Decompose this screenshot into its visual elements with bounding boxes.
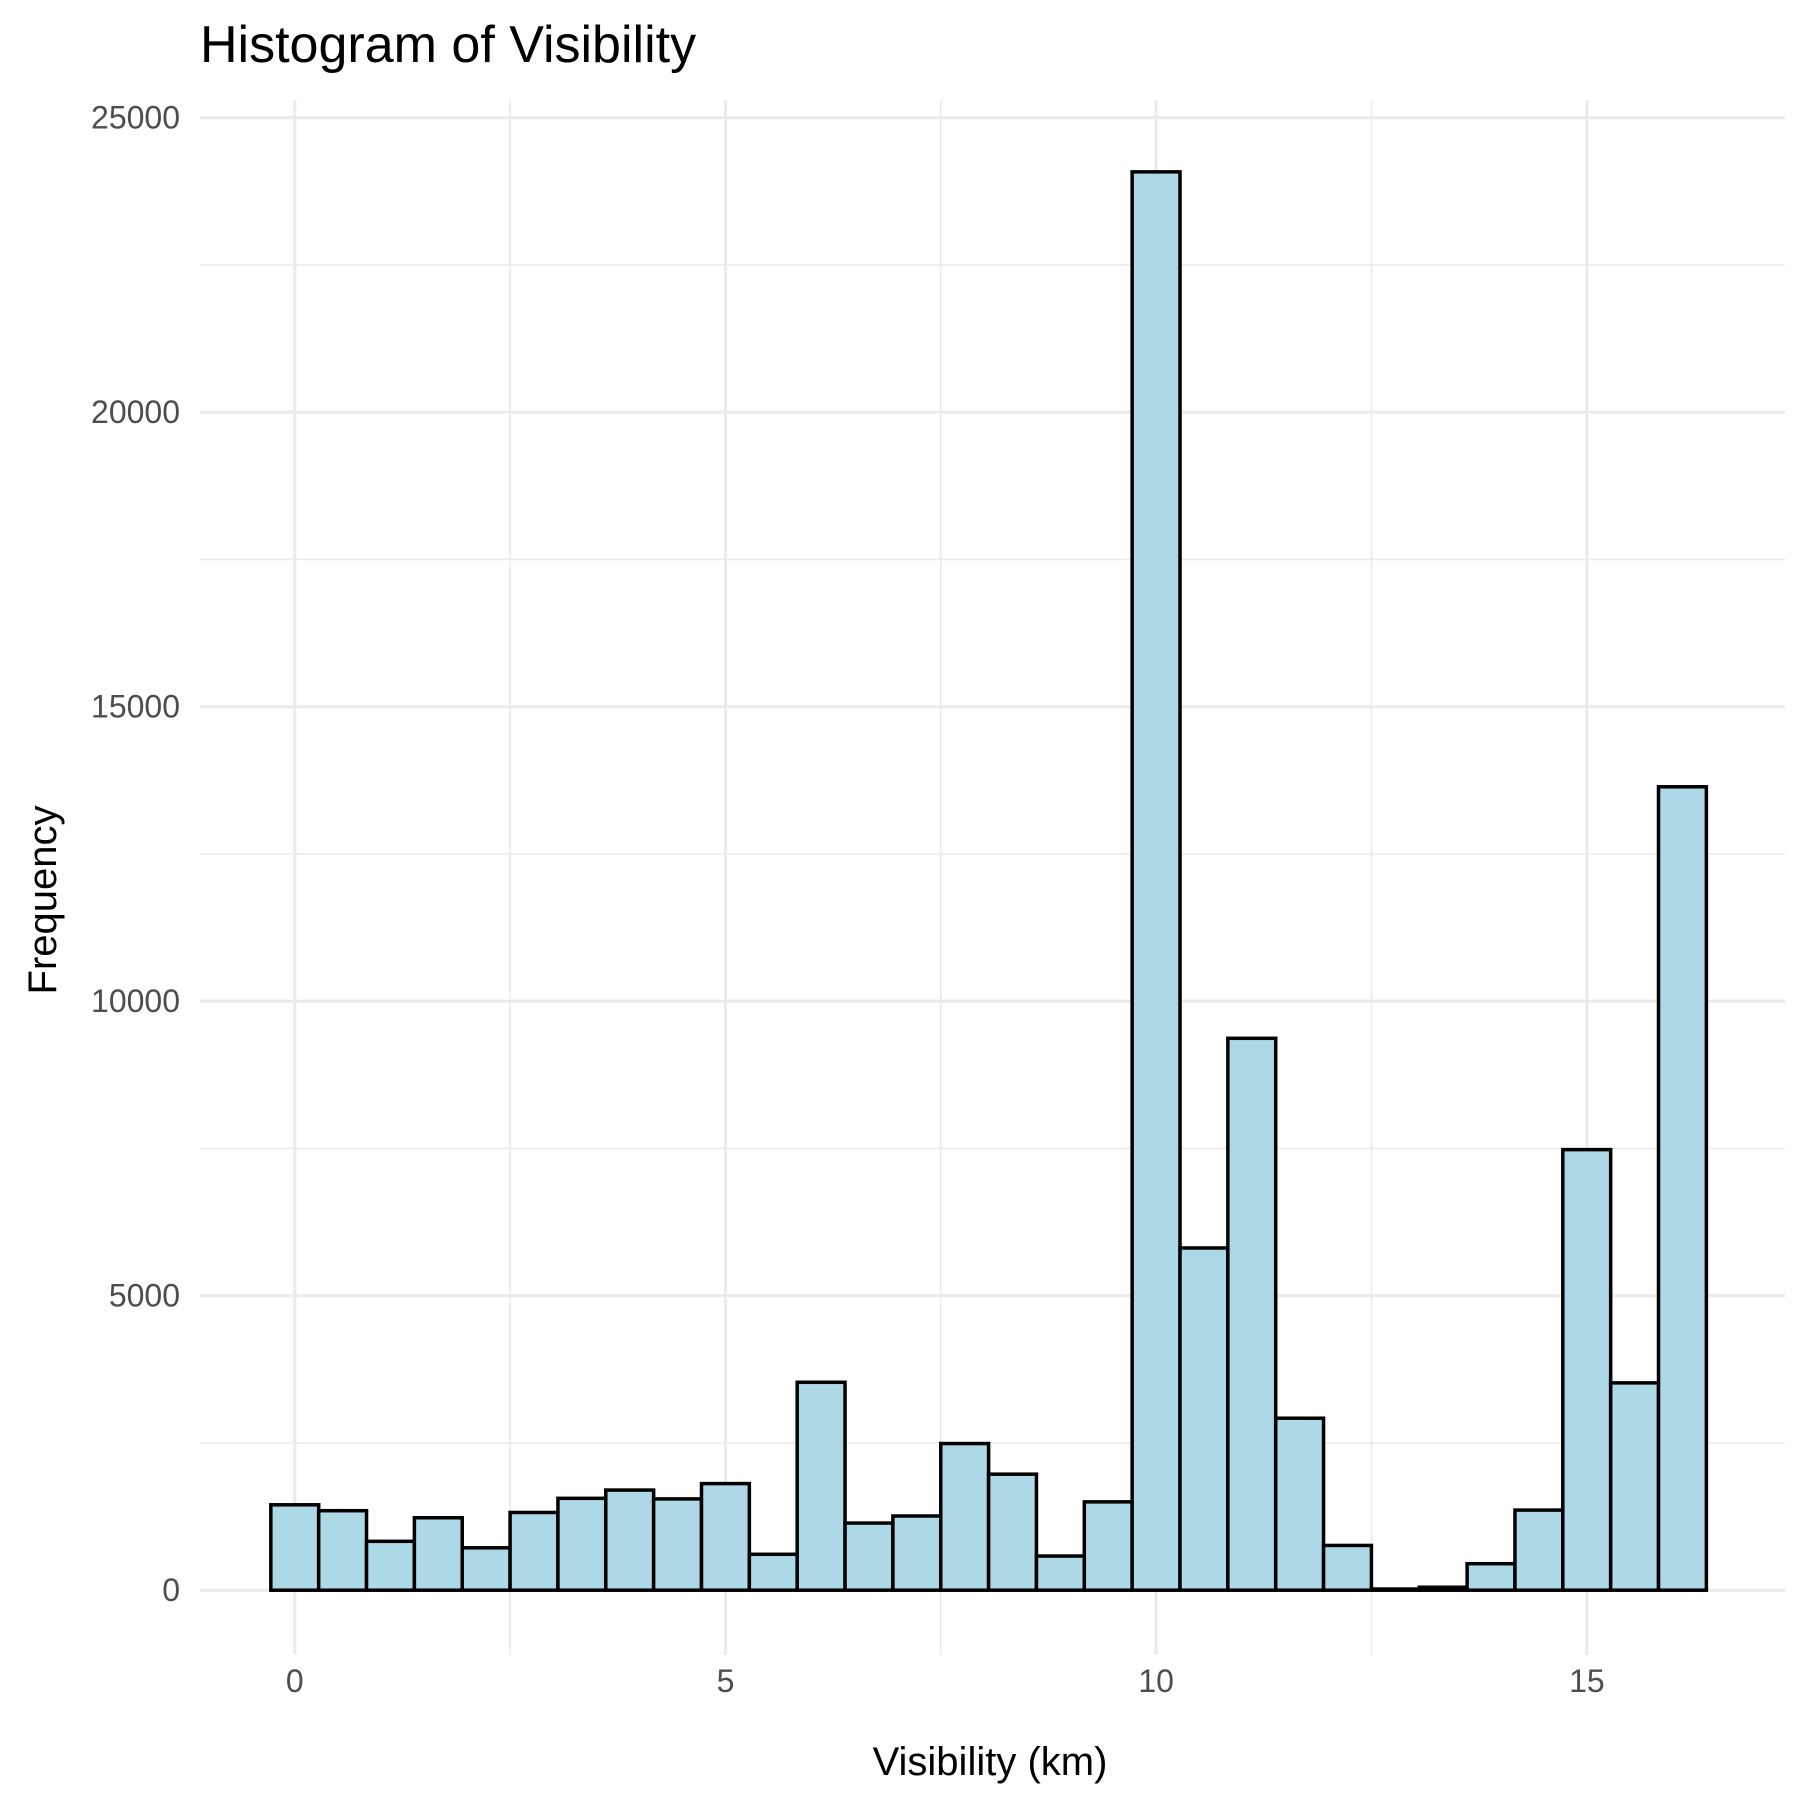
y-tick-label: 25000 xyxy=(91,100,180,136)
histogram-bar xyxy=(556,1496,608,1592)
y-tick-label: 10000 xyxy=(91,983,180,1019)
histogram-bar xyxy=(1034,1554,1087,1592)
histogram-bar xyxy=(1321,1543,1374,1592)
x-axis-title: Visibility (km) xyxy=(873,1740,1108,1784)
histogram-bar xyxy=(1273,1416,1326,1592)
histogram-bar xyxy=(1417,1585,1469,1592)
y-tick-label: 20000 xyxy=(91,394,180,430)
histogram-bar xyxy=(1465,1561,1517,1592)
histogram-bar xyxy=(843,1521,895,1592)
y-axis-ticks: 0 5000 10000 15000 20000 25000 xyxy=(91,100,180,1609)
x-tick-label: 10 xyxy=(1138,1663,1174,1699)
histogram-bar xyxy=(604,1488,656,1592)
histogram-bar xyxy=(412,1516,464,1592)
histogram-bar xyxy=(1656,785,1709,1592)
histogram-bar xyxy=(1369,1587,1422,1592)
histogram-bar xyxy=(699,1481,752,1592)
x-tick-label: 0 xyxy=(286,1663,304,1699)
y-tick-label: 15000 xyxy=(91,689,180,725)
histogram-bar xyxy=(795,1380,847,1592)
histogram-bars xyxy=(269,170,1709,1592)
histogram-bar xyxy=(1082,1500,1134,1592)
histogram-bar xyxy=(269,1503,321,1592)
x-tick-label: 5 xyxy=(717,1663,735,1699)
histogram-bar xyxy=(651,1497,704,1592)
grid-lines xyxy=(200,100,1785,1655)
histogram-bar xyxy=(986,1472,1039,1592)
histogram-bar xyxy=(1561,1147,1613,1592)
y-axis-title: Frequency xyxy=(21,806,65,995)
y-tick-label: 5000 xyxy=(109,1278,180,1314)
y-tick-label: 0 xyxy=(162,1572,180,1608)
chart-title: Histogram of Visibility xyxy=(200,16,696,74)
histogram-bar xyxy=(316,1508,369,1592)
x-axis-ticks: 0 5 10 15 xyxy=(286,1663,1605,1699)
histogram-bar xyxy=(508,1510,560,1592)
histogram-bar xyxy=(939,1441,991,1592)
histogram-bar xyxy=(1178,1246,1230,1592)
histogram-bar xyxy=(1130,170,1182,1592)
histogram-bar xyxy=(364,1539,417,1592)
histogram-bar xyxy=(1226,1036,1278,1592)
histogram-bar xyxy=(460,1546,512,1592)
histogram-bar xyxy=(891,1514,943,1592)
histogram-bar xyxy=(1608,1381,1661,1592)
histogram-bar xyxy=(747,1552,799,1592)
histogram-bar xyxy=(1513,1508,1565,1592)
x-tick-label: 15 xyxy=(1569,1663,1605,1699)
